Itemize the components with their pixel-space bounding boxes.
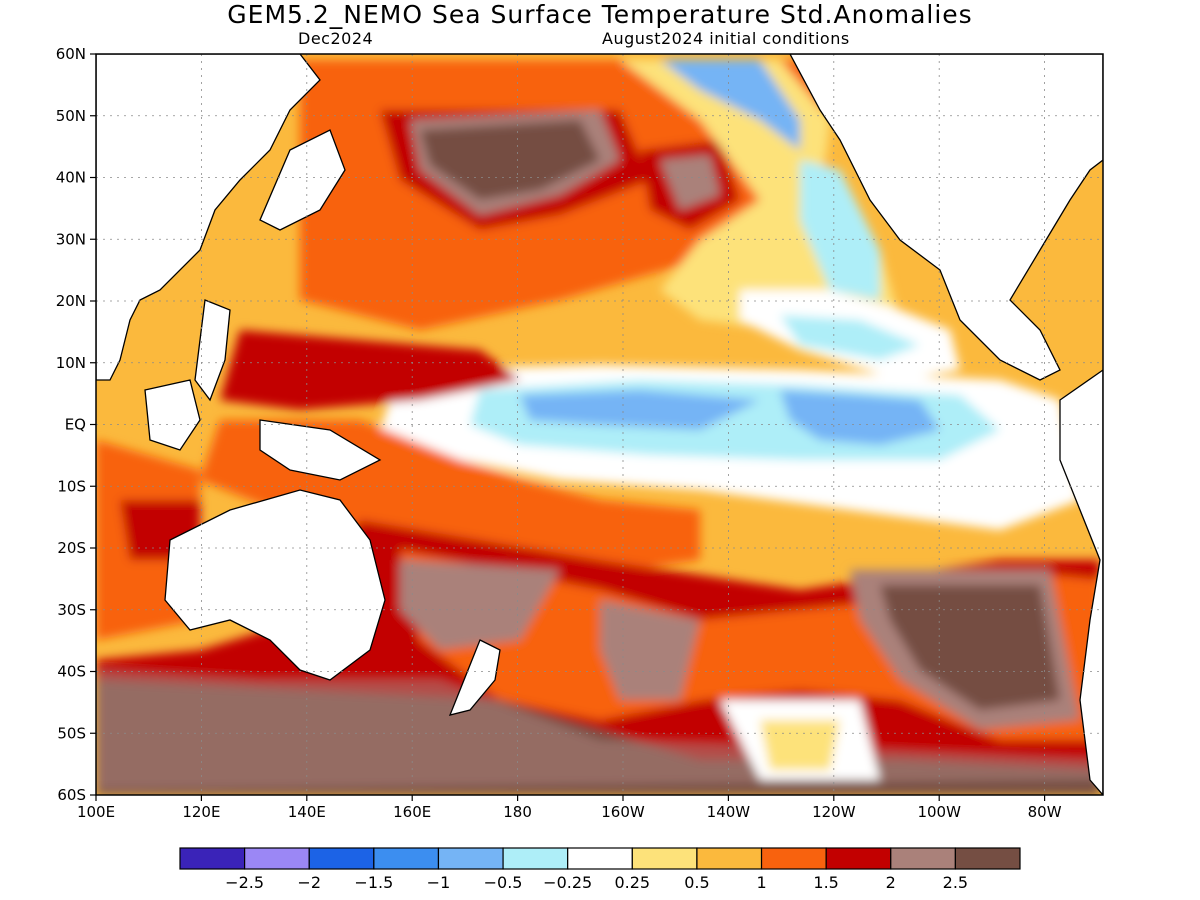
legend-label: −1 xyxy=(426,873,451,892)
legend-swatch xyxy=(954,847,1021,870)
longitude-label: 80W xyxy=(1028,803,1062,821)
legend-swatch xyxy=(696,847,763,870)
latitude-label: 40N xyxy=(56,169,86,187)
legend-label: −0.25 xyxy=(543,873,593,892)
graticule xyxy=(96,54,1103,795)
latitude-label: 10N xyxy=(56,354,86,372)
latitude-label: EQ xyxy=(65,416,86,434)
legend-label: 0.25 xyxy=(614,873,651,892)
legend-label: −2 xyxy=(297,873,322,892)
legend-label: −2.5 xyxy=(225,873,265,892)
coastlines xyxy=(96,54,1103,795)
latitude-label: 10S xyxy=(57,477,86,495)
legend-swatch xyxy=(179,847,246,870)
latitude-label: 30S xyxy=(57,601,86,619)
latitude-label: 60N xyxy=(56,45,86,63)
latitude-axis: 60N 50N 40N 30N 20N 10N EQ 10S 20S 30S 40S 50S 60S xyxy=(56,45,96,804)
legend-swatch xyxy=(631,847,698,870)
legend-label: 1 xyxy=(756,873,767,892)
longitude-label: 140W xyxy=(707,803,751,821)
forecast-month: Dec2024 xyxy=(298,29,374,48)
legend-swatch xyxy=(567,847,633,870)
legend-swatch xyxy=(308,847,375,870)
anomaly-field xyxy=(96,54,1103,795)
color-legend-bar xyxy=(179,847,1021,870)
longitude-label: 160E xyxy=(393,803,431,821)
initial-conditions: August2024 initial conditions xyxy=(602,29,850,48)
longitude-label: 100W xyxy=(917,803,961,821)
longitude-label: 120E xyxy=(182,803,220,821)
latitude-label: 60S xyxy=(57,786,86,804)
legend-label: 2.5 xyxy=(942,873,969,892)
legend-label: 2 xyxy=(885,873,896,892)
longitude-label: 140E xyxy=(288,803,326,821)
chart-title: GEM5.2_NEMO Sea Surface Temperature Std.… xyxy=(227,0,973,29)
longitude-label: 180 xyxy=(503,803,532,821)
latitude-label: 30N xyxy=(56,230,86,248)
legend-label: 1.5 xyxy=(813,873,839,892)
latitude-label: 20N xyxy=(56,292,86,310)
legend-label: 0.5 xyxy=(684,873,710,892)
legend-swatch xyxy=(437,847,504,870)
legend-swatch xyxy=(890,847,956,870)
legend-swatch xyxy=(825,847,892,870)
legend-label: −0.5 xyxy=(483,873,523,892)
legend-swatch xyxy=(373,847,440,870)
legend-label: −1.5 xyxy=(354,873,394,892)
latitude-label: 50N xyxy=(56,107,86,125)
legend-swatch xyxy=(502,847,569,870)
longitude-axis: 100E 120E 140E 160E 180 160W 140W 120W 100W 80W xyxy=(77,795,1062,821)
legend-swatch xyxy=(760,847,827,870)
latitude-label: 50S xyxy=(57,724,86,742)
latitude-label: 40S xyxy=(57,663,86,681)
latitude-label: 20S xyxy=(57,539,86,557)
legend-swatch xyxy=(244,847,310,870)
longitude-label: 120W xyxy=(812,803,856,821)
longitude-label: 100E xyxy=(77,803,115,821)
longitude-label: 160W xyxy=(601,803,645,821)
